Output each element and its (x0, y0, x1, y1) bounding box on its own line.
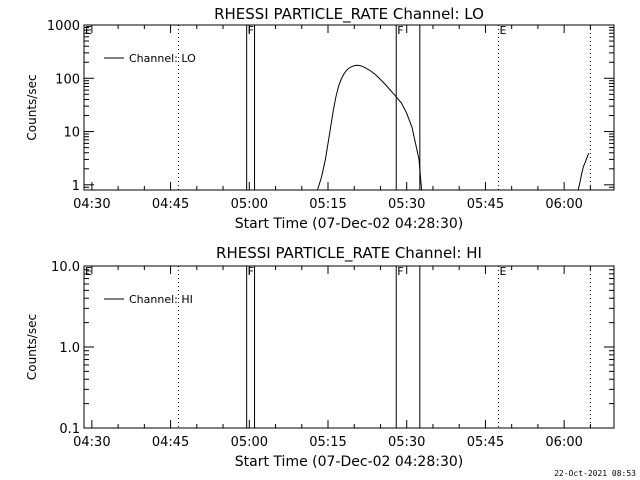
event-marker-label: E (85, 265, 92, 278)
y-tick-label: 10.0 (51, 260, 80, 275)
x-tick-label: 05:45 (467, 197, 504, 212)
y-tick-label: 100 (55, 72, 80, 87)
x-tick-label: 05:45 (467, 435, 504, 450)
x-tick-label: 04:30 (73, 197, 110, 212)
event-marker-label: F (397, 24, 403, 37)
x-axis-label: Start Time (07-Dec-02 04:28:30) (235, 216, 463, 232)
y-tick-label: 1 (72, 179, 80, 194)
y-tick-label: 1000 (47, 19, 80, 34)
y-axis-label: Counts/sec (25, 314, 39, 380)
x-tick-label: 06:00 (545, 435, 582, 450)
x-tick-label: 04:45 (152, 435, 189, 450)
footer-timestamp: 22-Oct-2021 08:53 (554, 469, 636, 478)
series-line-1 (317, 64, 423, 191)
y-tick-label: 1.0 (59, 341, 80, 356)
event-marker-label: F (248, 24, 254, 37)
legend-label: Channel: LO (129, 52, 196, 65)
event-marker-label: F (248, 265, 254, 278)
event-marker-label: E (500, 265, 507, 278)
plot-frame (83, 24, 615, 191)
x-tick-label: 05:00 (231, 197, 268, 212)
x-tick-label: 05:30 (388, 435, 425, 450)
x-tick-label: 05:00 (231, 435, 268, 450)
event-marker-label: F (397, 265, 403, 278)
y-tick-label: 10 (63, 126, 80, 141)
x-tick-label: 06:00 (545, 197, 582, 212)
legend-label: Channel: HI (129, 293, 193, 306)
event-marker-label: E (500, 24, 507, 37)
x-tick-label: 04:45 (152, 197, 189, 212)
y-tick-label: 0.1 (59, 422, 80, 437)
x-tick-label: 05:15 (309, 197, 346, 212)
plot-frame (83, 265, 615, 429)
x-tick-label: 05:15 (309, 435, 346, 450)
series-line-2 (577, 153, 590, 191)
chart-title: RHESSI PARTICLE_RATE Channel: HI (216, 244, 482, 263)
x-axis-label: Start Time (07-Dec-02 04:28:30) (235, 454, 463, 470)
chart-title: RHESSI PARTICLE_RATE Channel: LO (214, 5, 484, 24)
y-axis-label: Counts/sec (25, 74, 39, 140)
event-marker-label: E (85, 24, 92, 37)
x-tick-label: 05:30 (388, 197, 425, 212)
x-tick-label: 04:30 (73, 435, 110, 450)
